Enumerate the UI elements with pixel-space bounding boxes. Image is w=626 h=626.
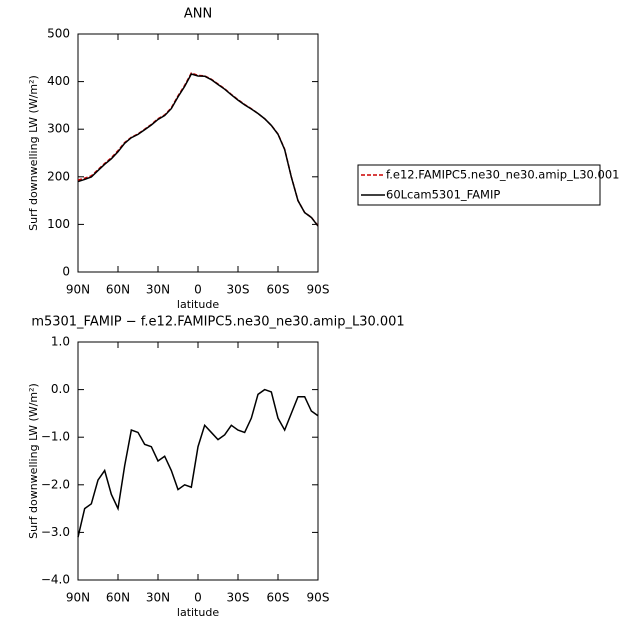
x-tick-label: 90S [307,591,330,605]
data-line [77,388,319,538]
x-tick-label: 60N [106,591,130,605]
x-axis-label: latitude [177,298,219,311]
y-tick-label: 500 [47,27,70,41]
x-tick-label: 0 [194,591,202,605]
legend-label: f.e12.FAMIPC5.ne30_ne30.amip_L30.001 [386,168,619,182]
y-tick-label: 200 [47,169,70,183]
y-tick-label: −4.0 [41,573,70,587]
data-line [77,73,319,227]
chart-title: ANN [184,7,212,22]
x-tick-label: 90S [307,283,330,297]
x-tick-label: 30S [227,591,250,605]
y-tick-label: 400 [47,74,70,88]
plot-frame [77,341,319,581]
y-axis-label: Surf downwelling LW (W/m²) [27,383,40,539]
x-tick-label: 60S [267,283,290,297]
legend-label: 60Lcam5301_FAMIP [386,188,500,202]
y-tick-label: −2.0 [41,477,70,491]
chart-title: m5301_FAMIP − f.e12.FAMIPC5.ne30_ne30.am… [31,315,404,330]
x-axis-label: latitude [177,606,219,619]
y-tick-label: 300 [47,122,70,136]
x-tick-label: 60S [267,591,290,605]
y-axis-label: Surf downwelling LW (W/m²) [27,75,40,231]
x-tick-label: 60N [106,283,130,297]
x-tick-label: 30S [227,283,250,297]
x-tick-label: 30N [146,591,170,605]
x-tick-label: 30N [146,283,170,297]
x-tick-label: 90N [66,591,90,605]
y-tick-label: 0 [62,265,70,279]
y-tick-label: −1.0 [41,430,70,444]
y-tick-label: 1.0 [51,335,70,349]
legend-box [357,164,601,206]
y-tick-label: −3.0 [41,525,70,539]
y-tick-label: 0.0 [51,382,70,396]
x-tick-label: 0 [194,283,202,297]
plot-frame [77,33,319,273]
y-tick-label: 100 [47,217,70,231]
x-tick-label: 90N [66,283,90,297]
data-line [77,72,319,227]
